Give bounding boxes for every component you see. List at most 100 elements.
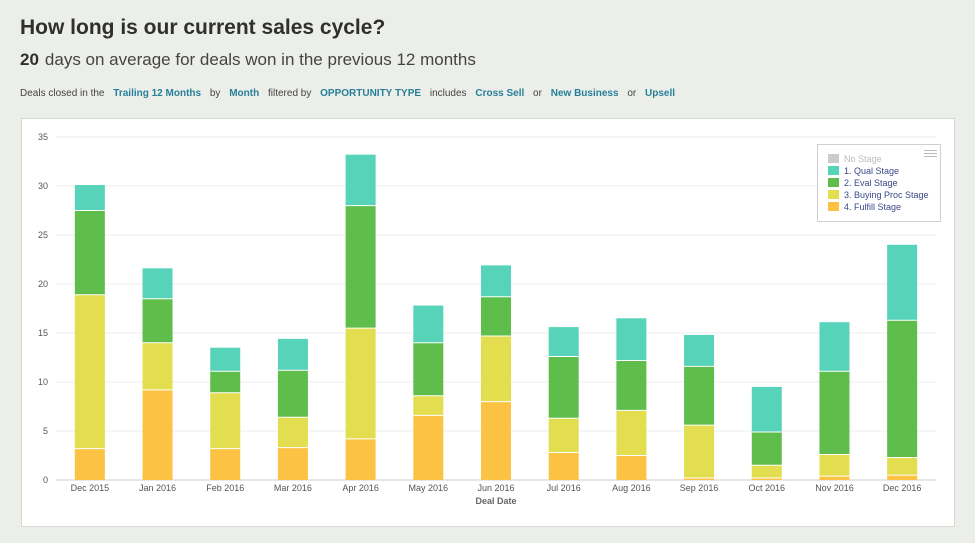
- bar-segment: [74, 294, 105, 449]
- bar-segment: [887, 244, 918, 321]
- bar-segment: [684, 334, 715, 367]
- bar-segment: [819, 322, 850, 372]
- legend-label: 1. Qual Stage: [844, 166, 900, 176]
- x-tick-label: Nov 2016: [815, 483, 854, 493]
- chart-legend: No Stage 1. Qual Stage 2. Eval Stage 3. …: [817, 144, 941, 222]
- legend-label: 3. Buying Proc Stage: [844, 190, 929, 200]
- y-tick-label: 10: [38, 377, 48, 387]
- bar-segment: [345, 154, 376, 206]
- bar-segment: [481, 265, 511, 297]
- bar-segment: [751, 478, 782, 480]
- bar-segment: [751, 431, 782, 466]
- bar-segment: [819, 454, 850, 477]
- x-tick-label: Sep 2016: [680, 483, 719, 493]
- bar-segment: [413, 395, 444, 416]
- legend-item-qual-stage[interactable]: 1. Qual Stage: [828, 165, 899, 177]
- filter-text-5: or: [533, 88, 542, 99]
- value-upsell-link[interactable]: Upsell: [645, 88, 676, 99]
- legend-label: 2. Eval Stage: [844, 178, 898, 188]
- x-axis-title: Deal Date: [475, 496, 516, 506]
- bar-segment: [210, 392, 241, 449]
- x-tick-label: May 2016: [409, 483, 449, 493]
- bar-segment: [142, 389, 173, 480]
- legend-item-buying-proc-stage[interactable]: 3. Buying Proc Stage: [828, 189, 929, 201]
- bar-segment: [684, 366, 715, 426]
- average-cycle-summary: 20 days on average for deals won in the p…: [20, 50, 476, 70]
- x-tick-label: Mar 2016: [274, 483, 312, 493]
- filter-description: Deals closed in the Trailing 12 Months b…: [20, 88, 675, 99]
- x-tick-label: Apr 2016: [342, 483, 379, 493]
- y-tick-label: 25: [38, 230, 48, 240]
- filter-text-1: Deals closed in the: [20, 88, 105, 99]
- average-days-text: days on average for deals won in the pre…: [44, 50, 476, 69]
- bar-segment: [413, 305, 444, 343]
- bar-segment: [74, 448, 105, 480]
- legend-item-eval-stage[interactable]: 2. Eval Stage: [828, 177, 898, 189]
- bar-segment: [616, 455, 647, 480]
- filter-text-2: by: [209, 88, 221, 99]
- bar-segment: [548, 418, 579, 453]
- bar-segment: [210, 347, 241, 372]
- x-tick-label: Dec 2016: [883, 483, 922, 493]
- x-tick-label: Aug 2016: [612, 483, 651, 493]
- y-tick-label: 15: [38, 328, 48, 338]
- bar-segment: [548, 327, 579, 357]
- y-tick-label: 0: [43, 475, 48, 485]
- x-tick-label: Feb 2016: [206, 483, 244, 493]
- page-title: How long is our current sales cycle?: [20, 16, 386, 39]
- value-new-business-link[interactable]: New Business: [550, 88, 619, 99]
- value-cross-sell-link[interactable]: Cross Sell: [475, 88, 525, 99]
- x-tick-label: Jul 2016: [547, 483, 581, 493]
- bar-segment: [413, 415, 444, 480]
- bar-segment: [345, 438, 376, 480]
- legend-label: No Stage: [844, 154, 882, 164]
- bar-segment: [616, 410, 647, 456]
- bar-segment: [616, 360, 647, 411]
- bar-segment: [481, 401, 511, 480]
- legend-swatch: [828, 166, 839, 176]
- period-filter-link[interactable]: Trailing 12 Months: [113, 88, 202, 99]
- legend-label: 4. Fulfill Stage: [844, 202, 902, 212]
- bar-segment: [345, 328, 376, 439]
- bar-segment: [142, 298, 173, 343]
- bar-segment: [142, 342, 173, 390]
- x-tick-label: Jun 2016: [477, 483, 514, 493]
- bar-segment: [548, 452, 579, 480]
- filter-text-6: or: [627, 88, 637, 99]
- bar-segment: [548, 356, 579, 419]
- bar-segment: [887, 320, 918, 458]
- bar-segment: [210, 371, 241, 393]
- bar-segment: [142, 268, 173, 299]
- bar-segment: [751, 386, 782, 432]
- legend-swatch: [828, 154, 839, 164]
- bar-segment: [277, 338, 308, 371]
- bar-segment: [751, 465, 782, 479]
- y-tick-label: 35: [38, 132, 48, 142]
- field-filter-link[interactable]: OPPORTUNITY TYPE: [320, 88, 422, 99]
- legend-swatch: [828, 190, 839, 200]
- bar-segment: [616, 318, 647, 361]
- bar-segment: [819, 371, 850, 455]
- granularity-filter-link[interactable]: Month: [229, 88, 260, 99]
- legend-menu-icon[interactable]: [924, 148, 937, 159]
- bar-segment: [684, 425, 715, 479]
- bar-segment: [887, 475, 918, 480]
- y-tick-label: 30: [38, 181, 48, 191]
- bar-segment: [887, 457, 918, 476]
- legend-item-fulfill-stage[interactable]: 4. Fulfill Stage: [828, 201, 901, 213]
- bar-segment: [684, 478, 715, 480]
- y-tick-label: 20: [38, 279, 48, 289]
- bar-segment: [345, 205, 376, 329]
- legend-item-no-stage[interactable]: No Stage: [828, 153, 882, 165]
- bar-segment: [74, 185, 105, 211]
- bar-segment: [277, 417, 308, 448]
- bar-segment: [74, 210, 105, 295]
- bar-segment: [210, 448, 241, 480]
- average-days-value: 20: [20, 50, 39, 69]
- y-tick-label: 5: [43, 426, 48, 436]
- bar-segment: [277, 370, 308, 418]
- filter-text-3: filtered by: [267, 88, 312, 99]
- legend-swatch: [828, 178, 839, 188]
- x-tick-label: Dec 2015: [71, 483, 110, 493]
